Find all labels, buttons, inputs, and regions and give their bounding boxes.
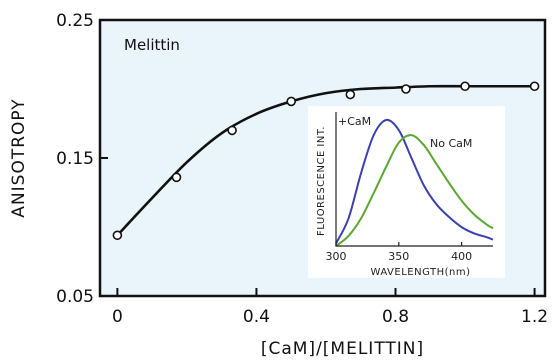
inset-series-layer bbox=[335, 118, 494, 247]
y-tick-label: 0.15 bbox=[56, 149, 94, 169]
x-tick-label: 0.8 bbox=[382, 307, 409, 327]
inset-series-no-cam bbox=[335, 134, 494, 247]
inset-legend-no-cam: No CaM bbox=[430, 137, 472, 150]
data-point bbox=[112, 230, 123, 241]
data-point bbox=[401, 84, 411, 94]
x-axis-label: [CaM]/[MELITTIN] bbox=[261, 339, 424, 359]
inset-background bbox=[308, 106, 505, 278]
inset-ticks: 300 350 400 bbox=[326, 242, 472, 263]
inset-x-tick-label: 300 bbox=[326, 250, 347, 263]
y-axis-label: ANISOTROPY bbox=[9, 98, 29, 217]
data-points-layer bbox=[112, 81, 540, 241]
data-point bbox=[286, 96, 297, 107]
emission-spectra-inset: 300 350 400 FLUORESCENCE INT. WAVELENGTH(n… bbox=[308, 106, 505, 278]
data-point bbox=[345, 89, 356, 100]
inset-x-tick-label: 350 bbox=[388, 250, 409, 263]
x-tick-label: 0.4 bbox=[243, 307, 270, 327]
y-tick-label: 0.05 bbox=[56, 287, 94, 307]
inset-series-plus-cam bbox=[335, 118, 494, 244]
panel-label: Melittin bbox=[124, 36, 180, 54]
inset-x-tick-label: 400 bbox=[451, 250, 472, 263]
inset-x-axis-label: WAVELENGTH(nm) bbox=[371, 267, 471, 278]
data-point bbox=[227, 125, 237, 136]
data-point bbox=[460, 81, 470, 92]
inset-legend-plus-cam: +CaM bbox=[338, 115, 371, 128]
data-point bbox=[529, 81, 540, 92]
x-tick-label: 0 bbox=[112, 307, 123, 327]
y-tick-label: 0.25 bbox=[56, 11, 94, 31]
x-tick-label: 1.2 bbox=[521, 307, 548, 327]
axis-ticks: 0 0.4 0.8 1.2 0.05 0.15 0.25 bbox=[56, 11, 548, 327]
data-point bbox=[171, 172, 182, 183]
inset-y-axis-label: FLUORESCENCE INT. bbox=[316, 126, 327, 236]
